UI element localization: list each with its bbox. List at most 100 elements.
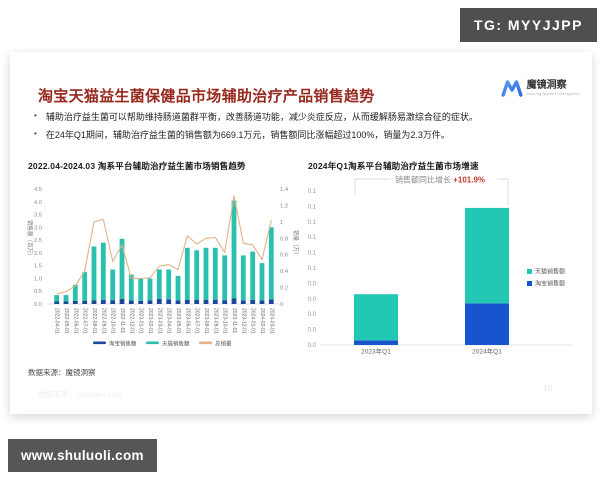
x-axis-label: 2024-02-01: [259, 308, 265, 334]
y-left-tick: 0.5: [34, 289, 42, 295]
annotation-backdrop: [391, 172, 497, 185]
legend-label: 天猫销售额: [535, 268, 565, 276]
x-axis-label: 2022-05-01: [63, 308, 69, 334]
y-right-tick: 0.4: [280, 269, 289, 275]
summary-bullets: • 辅助治疗益生菌可以帮助维持肠道菌群平衡，改善肠道功能，减少炎症反应，从而缓解…: [28, 111, 580, 147]
y-left-tick: 4.5: [34, 187, 42, 193]
bullet-dot: •: [34, 129, 37, 139]
tmall-sales-bar: [119, 238, 125, 299]
taobao-sales-bar: [203, 299, 209, 304]
y-axis-tick: 0.1: [308, 204, 317, 210]
tmall-sales-bar: [250, 251, 256, 300]
x-axis-label: 2022-10-01: [110, 308, 116, 334]
tmall-sales-bar: [156, 269, 162, 299]
legend-swatch: [93, 341, 106, 345]
taobao-sales-bar: [175, 300, 181, 304]
y-left-tick: 3.0: [34, 225, 42, 231]
taobao-sales-bar: [166, 299, 172, 304]
taobao-sales-bar: [119, 298, 125, 304]
tmall-sales-bar: [110, 269, 116, 301]
tmall-sales-bar: [184, 247, 190, 300]
watermark-text: 数据来源：mktindex.com: [38, 390, 122, 399]
x-axis-label: 2023-09-01: [212, 308, 218, 334]
x-axis-label: 2023-07-01: [194, 308, 200, 334]
telegram-badge: TG: MYYJJPP: [459, 8, 597, 42]
left-chart-title: 2022.04-2024.03 淘系平台辅助治疗益生菌市场销售趋势: [28, 161, 246, 171]
y-left-tick: 1.0: [34, 276, 42, 282]
bullet-dot: •: [34, 111, 37, 120]
y-right-tick: 0.8: [280, 236, 288, 242]
taobao-sales-bar: [231, 298, 237, 304]
tmall-sales-bar: [166, 269, 172, 300]
x-axis-label: 2022-09-01: [100, 308, 106, 334]
tmall-sales-bar: [231, 200, 237, 299]
moojing-logo: 魔镜洞察 Moojing Market Intelligence: [501, 80, 580, 97]
legend-label: 天猫销售额: [162, 340, 190, 348]
legend-swatch: [527, 269, 532, 274]
tmall-sales-bar: [222, 255, 228, 301]
y-left-tick: 1.5: [34, 264, 42, 270]
left-chart: 0.0 0.5 1.0 1.5 2.0 2.5 3.0 3.5 4.0 4.5 0 0.2 0.4 0.6…: [26, 187, 300, 348]
y-axis-tick: 0.0: [308, 297, 317, 303]
logo-brand-text: 魔镜洞察: [526, 80, 567, 91]
x-axis-label: 2023-08-01: [203, 308, 209, 334]
taobao-sales-bar: [54, 301, 60, 304]
x-axis-label: 2024-01-01: [250, 308, 256, 334]
x-axis-label: 2023-03-01: [156, 308, 162, 334]
taobao-sales-bar: [72, 300, 78, 304]
x-axis-label: 2023-11-01: [231, 308, 237, 333]
tmall-sales-bar: [63, 295, 69, 302]
moojing-m-icon: [501, 80, 523, 97]
x-axis-label: 2022-06-01: [72, 308, 78, 334]
taobao-sales-bar: [100, 299, 106, 304]
x-axis-label: 2022-11-01: [119, 308, 125, 333]
y-axis-tick: 0.1: [308, 235, 317, 241]
taobao-sales-bar: [110, 300, 116, 304]
taobao-sales-bar: [268, 299, 274, 304]
tmall-sales-bar: [259, 263, 265, 301]
tmall-sales-bar: [138, 278, 144, 301]
y-axis-tick: 0.1: [308, 189, 317, 195]
taobao-sales-bar: [156, 298, 162, 304]
y-right-tick: 1.2: [280, 203, 288, 209]
legend-label: 总销量: [215, 340, 232, 348]
y-right-tick: 0.2: [280, 286, 288, 292]
taobao-sales-bar: [194, 299, 200, 304]
legend-label: 淘宝销售额: [109, 340, 137, 348]
y-axis-tick: 0.0: [308, 328, 317, 334]
tmall-sales-bar: [194, 250, 200, 300]
y-left-tick: 2.5: [34, 238, 42, 244]
tmall-sales-bar: [100, 242, 106, 300]
x-axis-label: 2022-08-01: [91, 308, 97, 334]
tmall-sales-bar: [82, 272, 88, 301]
y-right-tick: 1.4: [280, 187, 289, 193]
y-axis-tick: 0.1: [308, 220, 317, 226]
y-axis-tick: 0.0: [308, 281, 317, 287]
y-axis-tick: 0.0: [308, 343, 317, 349]
x-axis-label: 2023-04-01: [166, 308, 172, 334]
taobao-sales-bar: [184, 299, 190, 304]
tmall-sales-bar: [268, 227, 274, 300]
logo-subtext: Moojing Market Intelligence: [526, 92, 580, 96]
y-right-tick: 1: [280, 220, 283, 226]
tmall-sales-bar: [203, 247, 209, 300]
slide: 淘宝天猫益生菌保健品市场辅助治疗产品销售趋势 魔镜洞察 Moojing Mark…: [10, 52, 592, 414]
taobao-sales-bar: [91, 300, 97, 304]
x-axis-label: 2023-02-01: [147, 308, 153, 334]
taobao-sales-bar: [222, 300, 228, 304]
tmall-sales-bar: [212, 247, 218, 300]
x-axis-label: 2023-05-01: [175, 308, 181, 334]
y-axis-tick: 0.0: [308, 312, 317, 318]
tmall-sales-bar: [72, 284, 78, 301]
website-badge: www.shuluoli.com: [8, 439, 157, 472]
taobao-sales-bar: [354, 340, 398, 345]
taobao-sales-bar: [82, 300, 88, 304]
total-volume-line: [56, 195, 272, 295]
page-title: 淘宝天猫益生菌保健品市场辅助治疗产品销售趋势: [38, 88, 375, 105]
legend-label: 淘宝销售额: [535, 280, 565, 288]
tmall-sales-bar: [54, 295, 60, 302]
y-axis-tick: 0.1: [308, 251, 317, 257]
x-axis-label: 2023-12-01: [240, 308, 246, 334]
data-source-text: 数据来源：魔镜洞察: [28, 368, 96, 377]
x-axis-label: 2024年Q1: [472, 347, 502, 356]
